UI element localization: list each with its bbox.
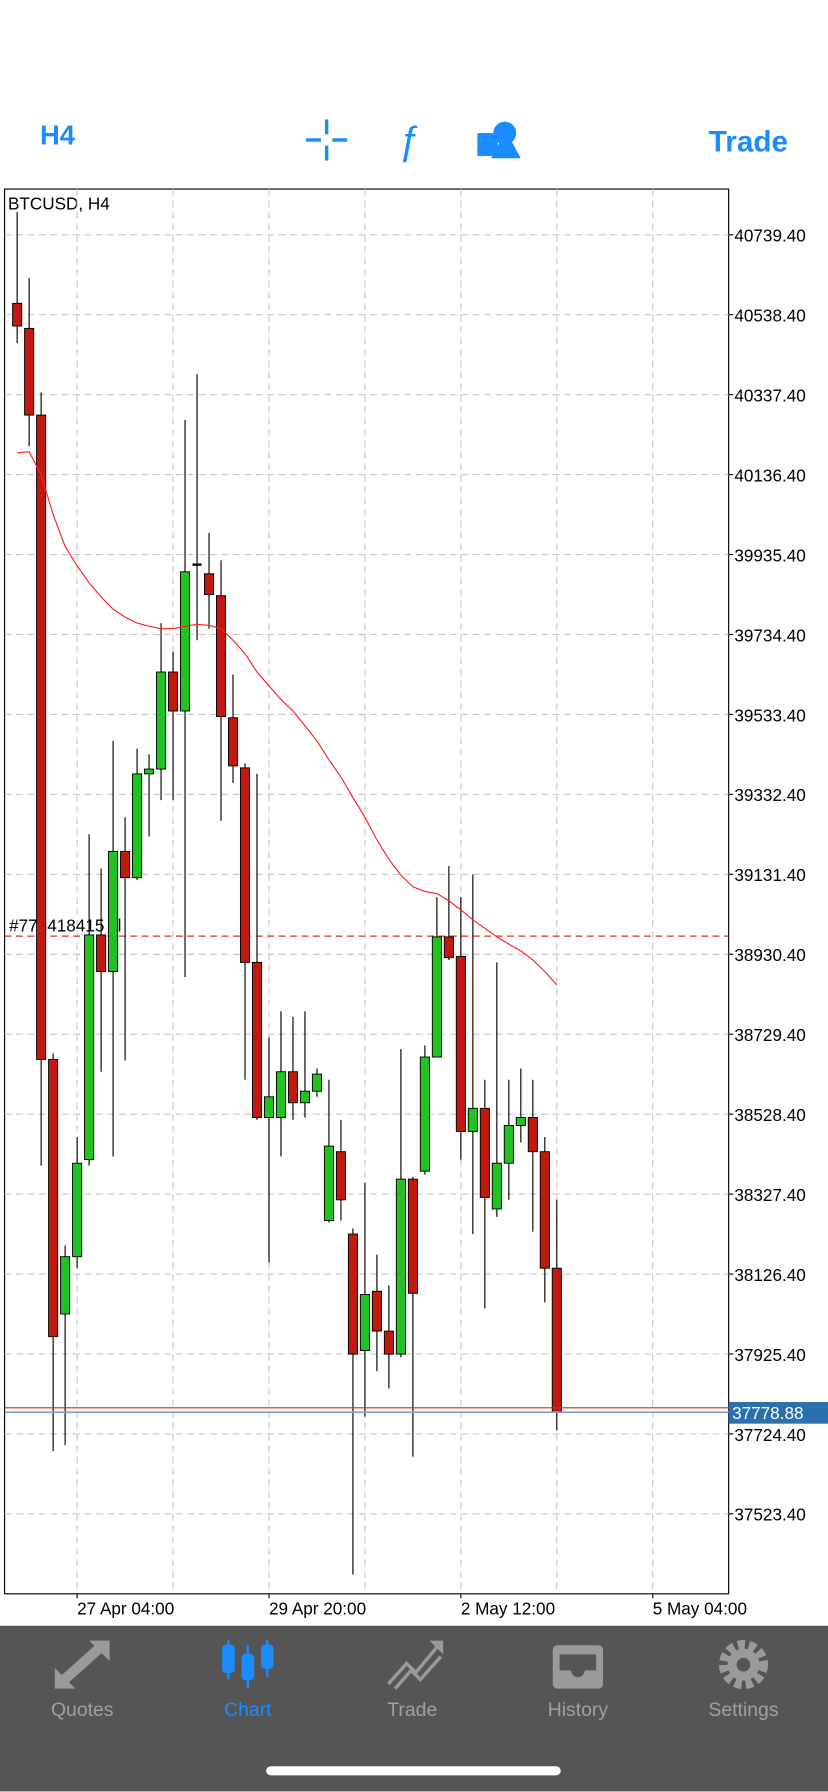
y-tick-label: 39935.40 bbox=[734, 545, 805, 565]
candle-body bbox=[479, 1107, 490, 1198]
y-tick-label: 39533.40 bbox=[734, 705, 805, 725]
chart: BTCUSD, H4 40739.40 40538.40 40337.40 40136… bbox=[3, 188, 828, 1618]
y-tick-label: 39332.40 bbox=[734, 785, 805, 805]
candle-body bbox=[371, 1290, 382, 1332]
y-tick-label: 38327.40 bbox=[734, 1185, 805, 1205]
objects-icon[interactable] bbox=[477, 121, 521, 159]
candle-body bbox=[36, 414, 47, 1060]
y-tick-label: 39734.40 bbox=[734, 625, 805, 645]
candle-body bbox=[72, 1162, 83, 1258]
y-tick-label: 37523.40 bbox=[734, 1505, 805, 1525]
candle-body bbox=[168, 671, 179, 712]
tab-bar bbox=[0, 1625, 828, 1792]
y-tick-label: 40136.40 bbox=[734, 465, 805, 485]
tab-label[interactable]: Chart bbox=[224, 1699, 272, 1721]
chart-icon[interactable] bbox=[222, 1639, 274, 1689]
candle-body bbox=[335, 1151, 346, 1201]
candle-body bbox=[132, 773, 143, 879]
history-icon[interactable] bbox=[552, 1645, 604, 1689]
trade-tab-icon[interactable] bbox=[387, 1640, 444, 1690]
tab-label[interactable]: Trade bbox=[387, 1699, 437, 1721]
candle-body bbox=[419, 1056, 430, 1172]
candle-body bbox=[48, 1058, 59, 1338]
candle-body bbox=[311, 1073, 322, 1092]
candle-body bbox=[239, 767, 251, 963]
candle-body bbox=[467, 1107, 478, 1132]
y-tick-label: 40538.40 bbox=[734, 306, 805, 326]
candle-body bbox=[551, 1267, 562, 1413]
candle-body bbox=[323, 1145, 334, 1221]
indicators-icon[interactable]: ƒ bbox=[397, 120, 419, 164]
candle-body bbox=[24, 327, 35, 416]
candle-body bbox=[263, 1096, 275, 1118]
x-tick-label: 2 May 12:00 bbox=[461, 1598, 555, 1618]
candle-body bbox=[407, 1178, 418, 1294]
candle-body bbox=[299, 1090, 310, 1104]
candle-body bbox=[156, 671, 167, 770]
chart-title: BTCUSD, H4 bbox=[8, 194, 110, 214]
tab-label[interactable]: Quotes bbox=[51, 1699, 114, 1721]
candle-body bbox=[395, 1178, 406, 1355]
candle-body bbox=[227, 717, 239, 767]
candle-body bbox=[287, 1071, 298, 1104]
candle-body bbox=[539, 1151, 550, 1269]
candle-body bbox=[443, 936, 454, 959]
candle-body bbox=[84, 934, 95, 1161]
candle-body bbox=[275, 1071, 287, 1118]
y-tick-label: 40739.40 bbox=[734, 226, 805, 246]
bid-label: 37778.88 bbox=[732, 1403, 803, 1423]
candle-body bbox=[383, 1330, 394, 1355]
moving-average bbox=[17, 451, 558, 986]
order-label: #778418415 sl bbox=[9, 916, 121, 936]
candle-body bbox=[455, 955, 466, 1132]
y-tick-label: 40337.40 bbox=[734, 385, 805, 405]
y-tick-label: 38729.40 bbox=[734, 1025, 805, 1045]
candle-body bbox=[215, 595, 227, 718]
candle-body bbox=[96, 934, 107, 972]
candle-body bbox=[527, 1117, 538, 1153]
candle-body bbox=[431, 936, 442, 1058]
y-tick-label: 39131.40 bbox=[734, 865, 805, 885]
candle-body bbox=[60, 1256, 71, 1315]
x-tick-label: 5 May 04:00 bbox=[653, 1598, 747, 1618]
crosshair-icon[interactable] bbox=[306, 119, 348, 161]
tab-icons bbox=[54, 1639, 769, 1690]
y-tick-label: 37925.40 bbox=[734, 1345, 805, 1365]
candle-body bbox=[120, 850, 131, 879]
x-tick-label: 29 Apr 20:00 bbox=[269, 1598, 366, 1618]
y-tick-label: 38930.40 bbox=[734, 945, 805, 965]
candle-body bbox=[108, 850, 119, 972]
x-tick-label: 27 Apr 04:00 bbox=[77, 1598, 174, 1618]
y-tick-label: 38126.40 bbox=[734, 1265, 805, 1285]
candle-body bbox=[180, 571, 191, 712]
home-indicator bbox=[266, 1766, 561, 1776]
candle-body bbox=[491, 1162, 502, 1210]
bid-label-box bbox=[728, 1401, 828, 1424]
candle-body bbox=[347, 1233, 358, 1355]
candle-body bbox=[359, 1294, 370, 1352]
tab-label[interactable]: History bbox=[548, 1699, 609, 1721]
candle-body bbox=[204, 573, 215, 595]
candle-body bbox=[12, 302, 23, 327]
y-tick-label: 38528.40 bbox=[734, 1105, 805, 1125]
tab-label[interactable]: Settings bbox=[708, 1699, 778, 1721]
settings-icon[interactable] bbox=[718, 1640, 769, 1690]
candle-body bbox=[503, 1124, 514, 1164]
candle-body bbox=[515, 1117, 526, 1126]
candle-body bbox=[251, 961, 263, 1118]
trade-button[interactable]: Trade bbox=[709, 125, 788, 158]
y-tick-label: 37724.40 bbox=[734, 1425, 805, 1445]
candle-body bbox=[144, 768, 155, 775]
timeframe-button[interactable]: H4 bbox=[40, 120, 76, 151]
